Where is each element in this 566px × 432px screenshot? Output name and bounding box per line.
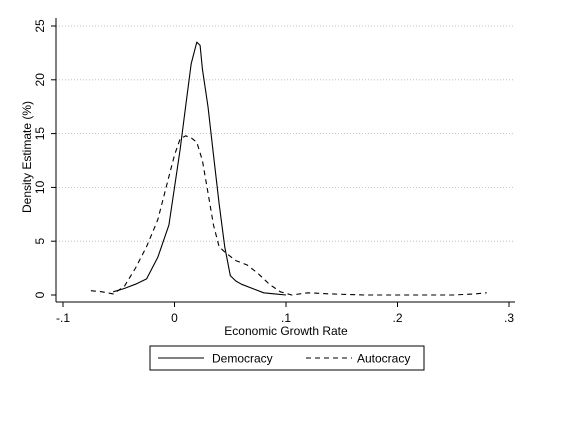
series-line-autocracy [90,135,487,296]
x-tick-label: .2 [392,311,402,325]
x-tick-label: -.1 [56,311,70,325]
x-tick-label: .3 [504,311,514,325]
y-axis-title: Density Estimate (%) [20,101,34,213]
legend-label-democracy: Democracy [212,352,273,366]
gridlines [56,25,515,242]
series-lines [90,41,487,296]
axes [55,18,515,303]
series-line-democracy [113,41,287,296]
y-tick-label: 0 [33,291,47,298]
legend: Democracy Autocracy [149,345,425,371]
ticks: 0 5 10 15 20 25 -.1 0 .1 .2 .3 [33,19,514,325]
y-tick-label: 20 [33,73,47,87]
x-tick-label: 0 [171,311,178,325]
y-tick-label: 10 [33,180,47,194]
x-axis-title: Economic Growth Rate [224,324,348,338]
y-tick-label: 15 [33,127,47,141]
legend-label-autocracy: Autocracy [357,352,410,366]
y-tick-label: 25 [33,19,47,33]
y-tick-label: 5 [33,238,47,245]
x-tick-label: .1 [281,311,291,325]
